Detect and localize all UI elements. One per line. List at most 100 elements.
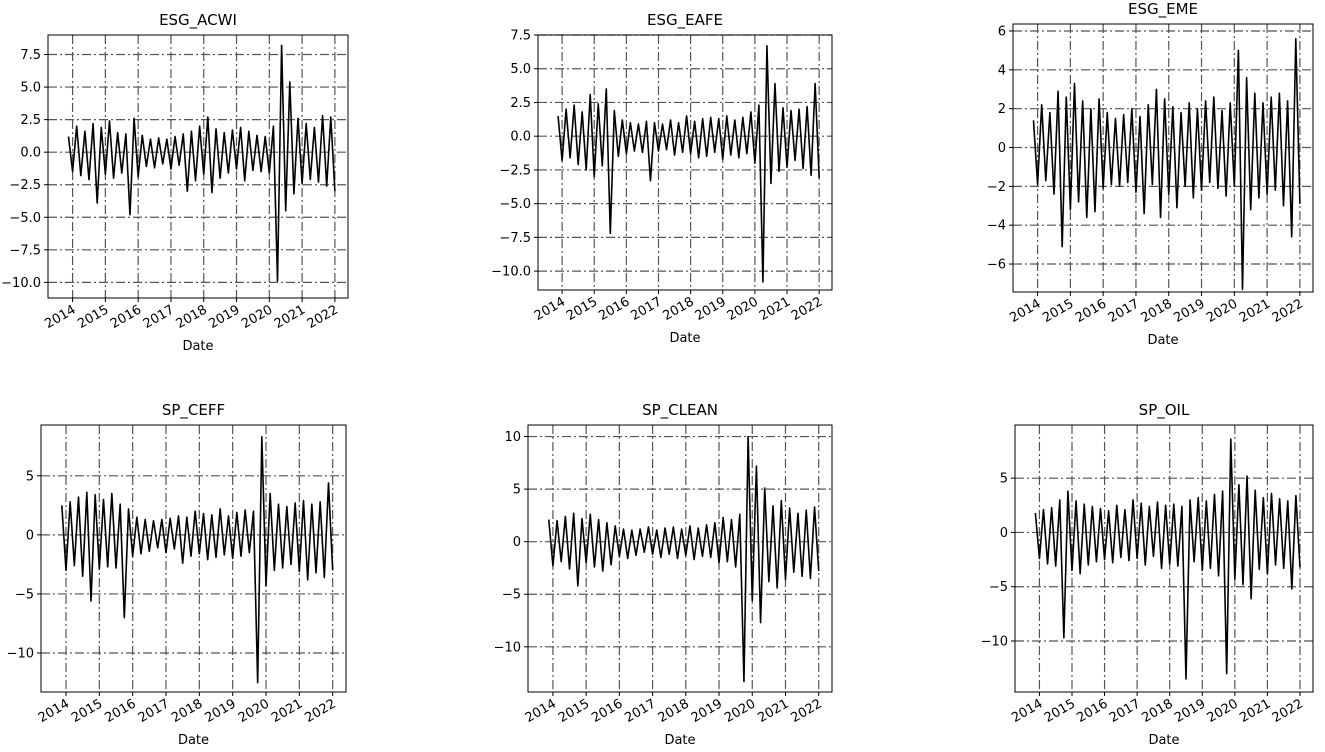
x-tick-label: 2022	[303, 696, 339, 726]
x-tick-label: 2014	[42, 302, 78, 332]
x-tick-label: 2022	[1270, 696, 1306, 726]
y-tick-label: 4	[998, 63, 1006, 78]
axes-frame	[1012, 23, 1314, 293]
x-tick-label: 2021	[757, 294, 793, 324]
y-tick-label: 5.0	[20, 81, 41, 96]
y-tick-label: 5	[1000, 472, 1008, 487]
y-tick-label: 0	[513, 535, 521, 550]
x-tick-label: 2016	[103, 696, 139, 726]
subplot-title: SP_CLEAN	[642, 401, 718, 420]
x-tick-label: 2018	[169, 696, 205, 726]
x-axis-label: Date	[1147, 333, 1178, 348]
y-tick-label: −10	[981, 634, 1008, 649]
series-line	[61, 436, 334, 684]
x-tick-label: 2020	[236, 696, 272, 726]
x-tick-label: 2019	[1171, 296, 1207, 326]
x-tick-label: 2017	[622, 696, 658, 726]
x-tick-label: 2016	[1074, 696, 1110, 726]
x-axis-label: Date	[664, 733, 695, 748]
x-tick-label: 2019	[206, 302, 242, 332]
x-tick-label: 2020	[239, 302, 275, 332]
series-line	[1032, 37, 1301, 291]
x-tick-label: 2017	[136, 696, 172, 726]
y-tick-label: −10	[7, 647, 34, 662]
y-tick-label: 2.5	[20, 113, 41, 128]
x-tick-label: 2019	[693, 294, 729, 324]
x-tick-label: 2019	[1172, 696, 1208, 726]
y-tick-label: 7.5	[20, 48, 41, 63]
y-tick-label: −5	[502, 588, 521, 603]
y-tick-label: 2.5	[510, 96, 531, 111]
series-line	[557, 44, 820, 283]
y-tick-label: −6	[987, 258, 1006, 273]
x-tick-label: 2019	[689, 696, 725, 726]
x-axis-label: Date	[182, 339, 213, 354]
y-tick-label: 0.0	[510, 130, 531, 145]
axes-frame	[537, 34, 833, 291]
y-tick-label: 5	[26, 469, 34, 484]
y-tick-label: 6	[998, 24, 1006, 39]
subplot-title: ESG_EME	[1128, 0, 1198, 19]
x-tick-label: 2022	[1270, 296, 1306, 326]
x-tick-label: 2022	[305, 302, 341, 332]
x-tick-label: 2016	[596, 294, 632, 324]
x-tick-label: 2021	[1237, 696, 1273, 726]
x-tick-label: 2018	[1140, 696, 1176, 726]
x-tick-label: 2014	[532, 294, 568, 324]
x-tick-label: 2016	[589, 696, 625, 726]
y-tick-label: 0	[998, 141, 1006, 156]
x-axis-label: Date	[669, 331, 700, 346]
x-tick-label: 2020	[1205, 696, 1241, 726]
y-tick-label: −2.5	[499, 163, 531, 178]
x-tick-label: 2017	[628, 294, 664, 324]
x-tick-label: 2016	[1073, 296, 1109, 326]
y-tick-label: −7.5	[499, 231, 531, 246]
x-tick-label: 2021	[755, 696, 791, 726]
y-tick-label: −2	[987, 180, 1006, 195]
y-tick-label: −10.0	[491, 265, 531, 280]
x-tick-label: 2020	[725, 294, 761, 324]
axes-frame	[40, 424, 347, 693]
subplot-title: ESG_ACWI	[159, 11, 237, 30]
x-tick-label: 2017	[1107, 696, 1143, 726]
x-tick-label: 2020	[1204, 296, 1240, 326]
y-tick-label: −7.5	[9, 243, 41, 258]
x-tick-label: 2018	[656, 696, 692, 726]
x-tick-label: 2015	[556, 696, 592, 726]
x-tick-label: 2017	[141, 302, 177, 332]
y-tick-label: 2	[998, 102, 1006, 117]
x-tick-label: 2014	[1007, 296, 1043, 326]
series-line	[1034, 438, 1301, 680]
x-tick-label: 2021	[1237, 296, 1273, 326]
x-tick-label: 2015	[1040, 296, 1076, 326]
x-axis-label: Date	[178, 733, 209, 748]
series-line	[547, 435, 820, 683]
y-tick-label: −5.0	[499, 197, 531, 212]
x-tick-label: 2015	[69, 696, 105, 726]
x-tick-label: 2017	[1106, 296, 1142, 326]
subplot-title: SP_CEFF	[162, 401, 225, 420]
x-tick-label: 2018	[660, 294, 696, 324]
x-tick-label: 2019	[203, 696, 239, 726]
x-tick-label: 2020	[722, 696, 758, 726]
subplot-title: ESG_EAFE	[647, 11, 723, 30]
x-axis-label: Date	[1148, 733, 1179, 748]
y-tick-label: 10	[504, 430, 521, 445]
axes-frame	[1014, 424, 1314, 693]
y-tick-label: −5	[989, 580, 1008, 595]
y-tick-label: −10.0	[1, 276, 41, 291]
x-tick-label: 2014	[36, 696, 72, 726]
x-tick-label: 2021	[272, 302, 308, 332]
y-tick-label: 5	[513, 483, 521, 498]
x-tick-label: 2015	[564, 294, 600, 324]
y-tick-label: 0	[26, 528, 34, 543]
x-tick-label: 2021	[269, 696, 305, 726]
x-tick-label: 2022	[789, 696, 825, 726]
y-tick-label: −5.0	[9, 211, 41, 226]
x-tick-label: 2015	[75, 302, 111, 332]
axes-frame	[527, 424, 833, 693]
x-tick-label: 2022	[789, 294, 825, 324]
subplot-title: SP_OIL	[1139, 401, 1190, 420]
